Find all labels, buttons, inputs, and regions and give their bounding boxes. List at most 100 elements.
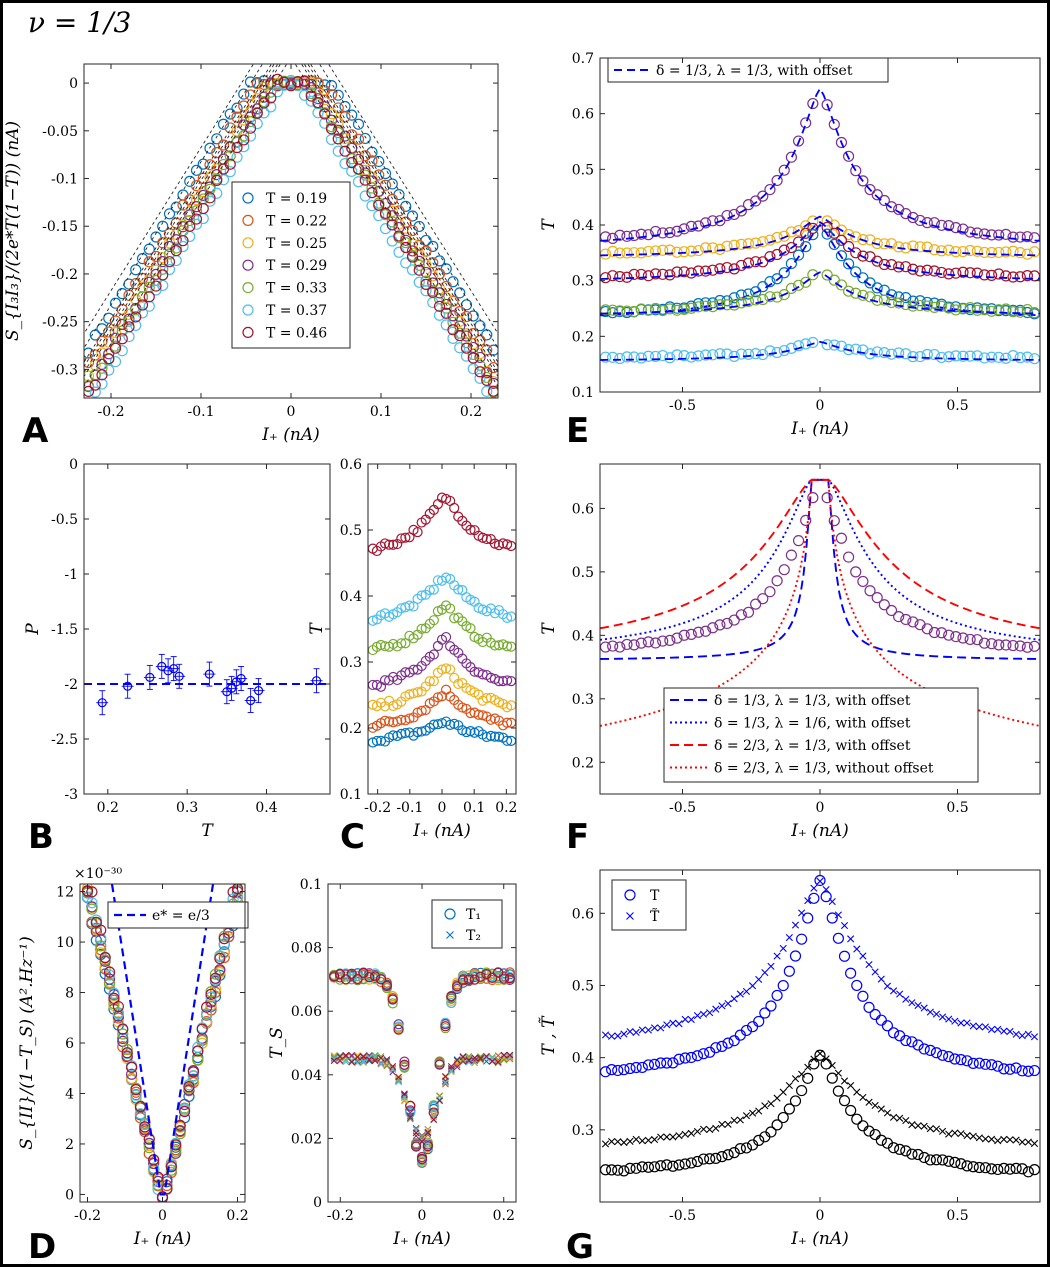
data-point [225, 675, 238, 701]
x-tick-label: -0.2 [98, 404, 125, 420]
data-point [108, 987, 120, 999]
data-point [685, 220, 697, 232]
cross-stroke [681, 1015, 689, 1023]
data-point [190, 201, 203, 213]
data-point [481, 374, 493, 386]
legend-entry: T = 0.25 [266, 236, 327, 252]
data-point [614, 1138, 622, 1146]
data-point [325, 123, 338, 135]
data-point [348, 1051, 356, 1059]
data-point [642, 1161, 655, 1173]
cross-stroke [951, 1129, 959, 1137]
data-point [798, 909, 806, 917]
data-point [428, 615, 439, 626]
cross-stroke [889, 1113, 898, 1121]
data-point [850, 247, 862, 259]
cross-stroke [1024, 1030, 1032, 1038]
cross-stroke [483, 1054, 490, 1062]
data-point [271, 79, 284, 91]
data-point [428, 584, 439, 595]
data-point [796, 1084, 808, 1097]
data-point [366, 182, 378, 194]
data-point [957, 266, 969, 278]
data-point [1024, 1138, 1032, 1146]
data-point [359, 174, 371, 186]
data-point [657, 635, 669, 647]
data-point [1028, 1064, 1040, 1077]
cross-stroke [945, 1130, 953, 1138]
cross-stroke [687, 1015, 695, 1024]
data-point [699, 300, 712, 312]
data-point [649, 268, 662, 280]
data-point [184, 194, 196, 206]
data-point [1024, 1030, 1032, 1038]
data-point [383, 1059, 391, 1066]
data-point [851, 1113, 863, 1125]
marker [145, 672, 155, 683]
data-point [447, 316, 459, 328]
data-point [416, 590, 427, 601]
data-point [454, 342, 466, 354]
cross-stroke [418, 1136, 426, 1144]
data-point [835, 136, 848, 149]
cross-stroke [330, 1057, 338, 1065]
data-point [969, 1022, 977, 1030]
data-point [1007, 350, 1019, 362]
data-point [621, 351, 633, 363]
cross-stroke [401, 1090, 408, 1098]
cross-stroke [1030, 1033, 1039, 1041]
data-point [722, 1149, 734, 1161]
data-point [865, 1098, 873, 1106]
data-point [469, 974, 480, 985]
data-point [453, 678, 464, 690]
data-point [783, 965, 795, 977]
data-point [835, 279, 848, 291]
data-point [366, 155, 378, 167]
data-point [978, 269, 991, 281]
cross-stroke [360, 1057, 367, 1065]
data-point [785, 241, 798, 254]
data-point [121, 1047, 133, 1059]
data-point [384, 539, 395, 550]
data-point [1004, 1063, 1016, 1075]
data-point [502, 717, 513, 728]
cross-stroke [791, 921, 800, 929]
data-point [319, 117, 331, 129]
data-point [950, 222, 962, 234]
data-point [359, 132, 371, 145]
data-point [893, 297, 905, 309]
data-point [447, 310, 459, 322]
data-point [764, 251, 776, 263]
x-tick-label: 0 [418, 1208, 427, 1224]
data-point [440, 1021, 451, 1032]
cross-stroke [675, 1020, 683, 1028]
x-tick-label: 0 [816, 398, 825, 414]
data-point [887, 1027, 900, 1039]
data-point [994, 1025, 1002, 1033]
data-point [771, 273, 783, 285]
data-point [1018, 1032, 1026, 1040]
panel-letter-C: C [340, 817, 365, 857]
data-point [446, 991, 457, 1002]
data-point [642, 350, 655, 362]
data-point [319, 79, 331, 91]
data-point [644, 1136, 652, 1144]
data-point [675, 1132, 683, 1140]
data-point [885, 604, 898, 617]
data-point [157, 256, 169, 268]
data-point [163, 248, 176, 260]
legend-entry: e* = e/3 [152, 908, 210, 924]
data-point [785, 549, 798, 561]
data-point [500, 1054, 508, 1062]
cross-stroke [804, 1063, 812, 1071]
marker [204, 669, 214, 679]
cross-stroke [926, 1125, 934, 1133]
data-point [750, 256, 762, 268]
data-point [393, 230, 405, 242]
data-point [842, 344, 855, 356]
data-point [707, 264, 719, 276]
data-point [453, 1061, 461, 1069]
data-point [845, 967, 857, 979]
data-point [310, 668, 323, 694]
